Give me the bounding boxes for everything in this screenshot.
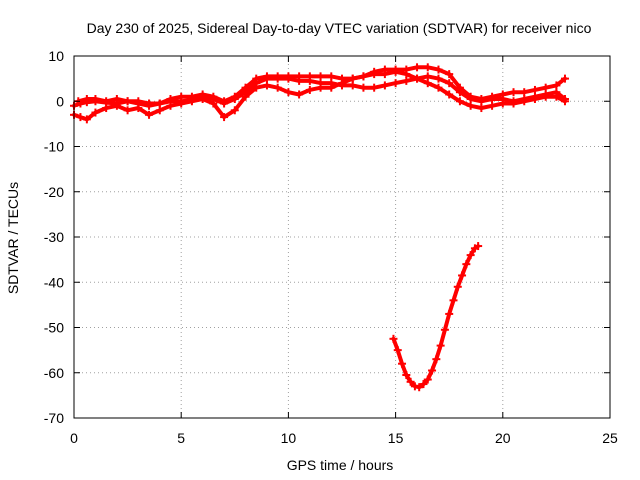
y-tick-label: -50 (44, 320, 64, 336)
x-tick-label: 0 (70, 430, 78, 446)
y-tick-label: -10 (44, 139, 64, 155)
y-tick-label: -40 (44, 274, 64, 290)
x-tick-label: 15 (388, 430, 404, 446)
series-2 (70, 67, 569, 124)
x-axis-label: GPS time / hours (287, 457, 394, 473)
y-tick-label: -30 (44, 229, 64, 245)
grid (74, 56, 610, 418)
ticks (73, 55, 611, 419)
series-4 (389, 242, 483, 392)
chart-title: Day 230 of 2025, Sidereal Day-to-day VTE… (87, 20, 592, 36)
x-tick-label: 10 (281, 430, 297, 446)
tick-labels: 0 5 10 15 20 25 -70 -60 -50 -40 -30 -20 -10 0 10 (44, 48, 618, 446)
series-layer (70, 63, 569, 392)
x-tick-label: 5 (177, 430, 185, 446)
y-axis-label: SDTVAR / TECUs (5, 182, 21, 294)
y-tick-label: -70 (44, 410, 64, 426)
y-tick-label: -60 (44, 365, 64, 381)
x-tick-label: 20 (495, 430, 511, 446)
series-3 (74, 63, 569, 108)
y-tick-label: -20 (44, 184, 64, 200)
y-tick-label: 0 (56, 93, 64, 109)
x-tick-label: 25 (602, 430, 618, 446)
y-tick-label: 10 (48, 48, 64, 64)
